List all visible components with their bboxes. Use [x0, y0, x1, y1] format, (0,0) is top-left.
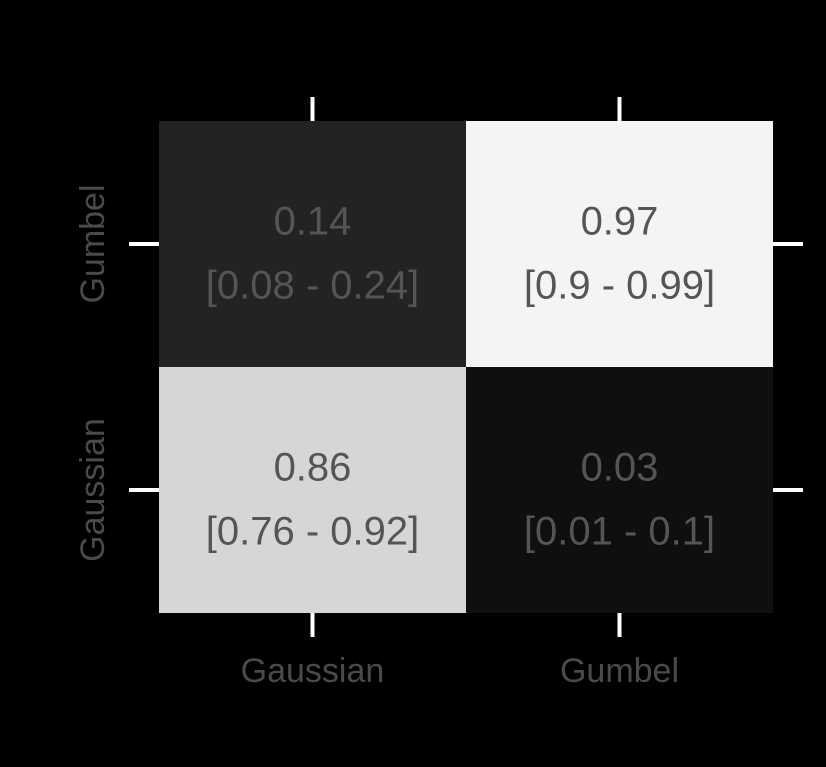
y-tick-left [129, 488, 159, 492]
y-tick-right [773, 488, 803, 492]
y-tick-right [773, 242, 803, 246]
x-tick-label-gumbel: Gumbel [560, 652, 679, 690]
x-tick-top [617, 97, 622, 121]
y-tick-label-gaussian: Gaussian [74, 418, 112, 562]
cell-interval-label: [0.76 - 0.92] [206, 510, 419, 554]
x-tick-bottom [617, 613, 622, 637]
cell-value-label: 0.03 [581, 446, 659, 490]
heatmap-cells: 0.14 [0.08 - 0.24] 0.97 [0.9 - 0.99] 0.86 [0.… [159, 121, 773, 613]
cell-interval-label: [0.01 - 0.1] [524, 510, 715, 554]
heatmap-cell-gumbel-gumbel [466, 121, 773, 367]
cell-interval-label: [0.9 - 0.99] [524, 264, 715, 308]
x-tick-top [310, 97, 315, 121]
heatmap-cell-gaussian-gaussian [159, 367, 466, 613]
heatmap-cell-gaussian-gumbel [159, 121, 466, 367]
axis-tick-labels: Gaussian Gumbel Gumbel Gaussian [74, 184, 679, 690]
cell-value-label: 0.86 [274, 446, 352, 490]
x-tick-label-gaussian: Gaussian [241, 652, 385, 690]
heatmap-cell-gumbel-gaussian [466, 367, 773, 613]
cell-value-label: 0.97 [581, 200, 659, 244]
axis-ticks [129, 97, 803, 637]
x-tick-bottom [310, 613, 315, 637]
y-tick-label-gumbel: Gumbel [74, 184, 112, 303]
y-tick-left [129, 242, 159, 246]
cell-value-label: 0.14 [274, 200, 352, 244]
cell-interval-label: [0.08 - 0.24] [206, 264, 419, 308]
